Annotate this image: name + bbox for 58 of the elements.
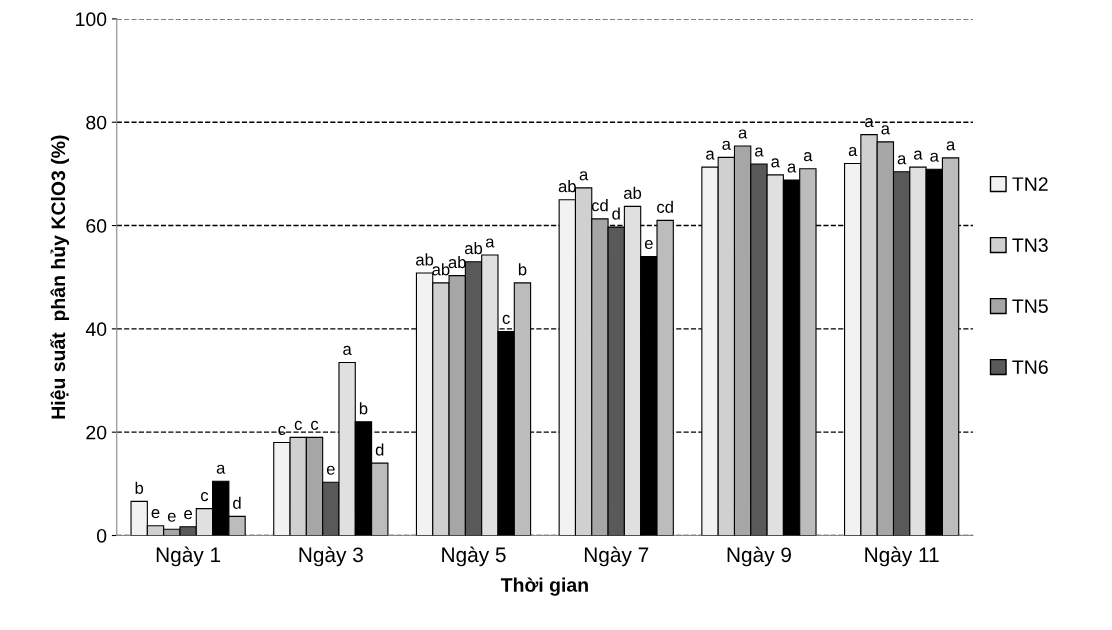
- x-tick-label: Ngày 9: [727, 546, 791, 567]
- data-label: ab: [623, 186, 642, 199]
- x-tick-label: Ngày 11: [865, 546, 939, 567]
- data-label: a: [914, 150, 923, 160]
- data-label: d: [375, 443, 384, 456]
- data-label: b: [135, 481, 144, 494]
- x-axis-title: Thời gian: [500, 577, 588, 596]
- data-label: a: [216, 464, 226, 474]
- data-label: a: [755, 147, 764, 157]
- data-label: d: [612, 207, 620, 220]
- data-label: a: [946, 141, 956, 151]
- data-label: d: [233, 496, 241, 509]
- data-label: a: [848, 146, 858, 157]
- x-tick-label: Ngày 7: [584, 546, 649, 567]
- data-label: e: [151, 509, 160, 519]
- data-label: a: [579, 171, 589, 181]
- x-tick-label: Ngày 3: [299, 546, 363, 567]
- legend-label: TN3: [1012, 238, 1048, 252]
- data-label: c: [311, 420, 319, 430]
- data-label: b: [359, 402, 368, 415]
- data-label: c: [502, 314, 510, 324]
- data-label: ab: [432, 263, 450, 276]
- data-label: a: [771, 158, 780, 168]
- x-tick-label: Ngày 1: [156, 546, 221, 567]
- data-label: a: [803, 152, 813, 162]
- data-label: a: [485, 238, 495, 248]
- data-label: c: [294, 420, 302, 430]
- y-tick-label: 100: [76, 12, 107, 27]
- legend-label: TN5: [1012, 299, 1048, 313]
- data-label: a: [881, 125, 890, 135]
- data-label: a: [930, 152, 939, 162]
- data-label: ab: [448, 255, 466, 269]
- legend-label: TN2: [1012, 177, 1048, 191]
- data-label: a: [343, 345, 352, 355]
- data-label: e: [167, 512, 176, 522]
- data-label: a: [897, 155, 907, 165]
- y-tick-label: 60: [86, 219, 107, 233]
- data-label: a: [738, 129, 748, 139]
- data-label: c: [200, 492, 209, 502]
- y-tick-label: 80: [86, 115, 107, 130]
- legend-label: TN6: [1012, 360, 1048, 374]
- data-label: ab: [416, 253, 434, 266]
- y-tick-label: 0: [96, 528, 107, 543]
- data-label: cd: [591, 199, 608, 212]
- data-label: e: [326, 465, 335, 475]
- data-label: a: [722, 140, 731, 150]
- y-axis-title: Hiệu suất phân hủy KClO3 (%): [50, 135, 70, 419]
- data-label: ab: [558, 180, 576, 193]
- data-label: a: [787, 163, 797, 173]
- y-tick-label: 40: [85, 322, 107, 337]
- data-label: e: [184, 510, 193, 520]
- y-tick-label: 20: [86, 425, 107, 440]
- data-label: e: [644, 239, 653, 250]
- x-tick-label: Ngày 5: [442, 546, 506, 567]
- data-label: cd: [657, 200, 673, 213]
- data-label: b: [518, 263, 527, 276]
- data-label: ab: [464, 242, 483, 255]
- data-label: a: [706, 150, 715, 160]
